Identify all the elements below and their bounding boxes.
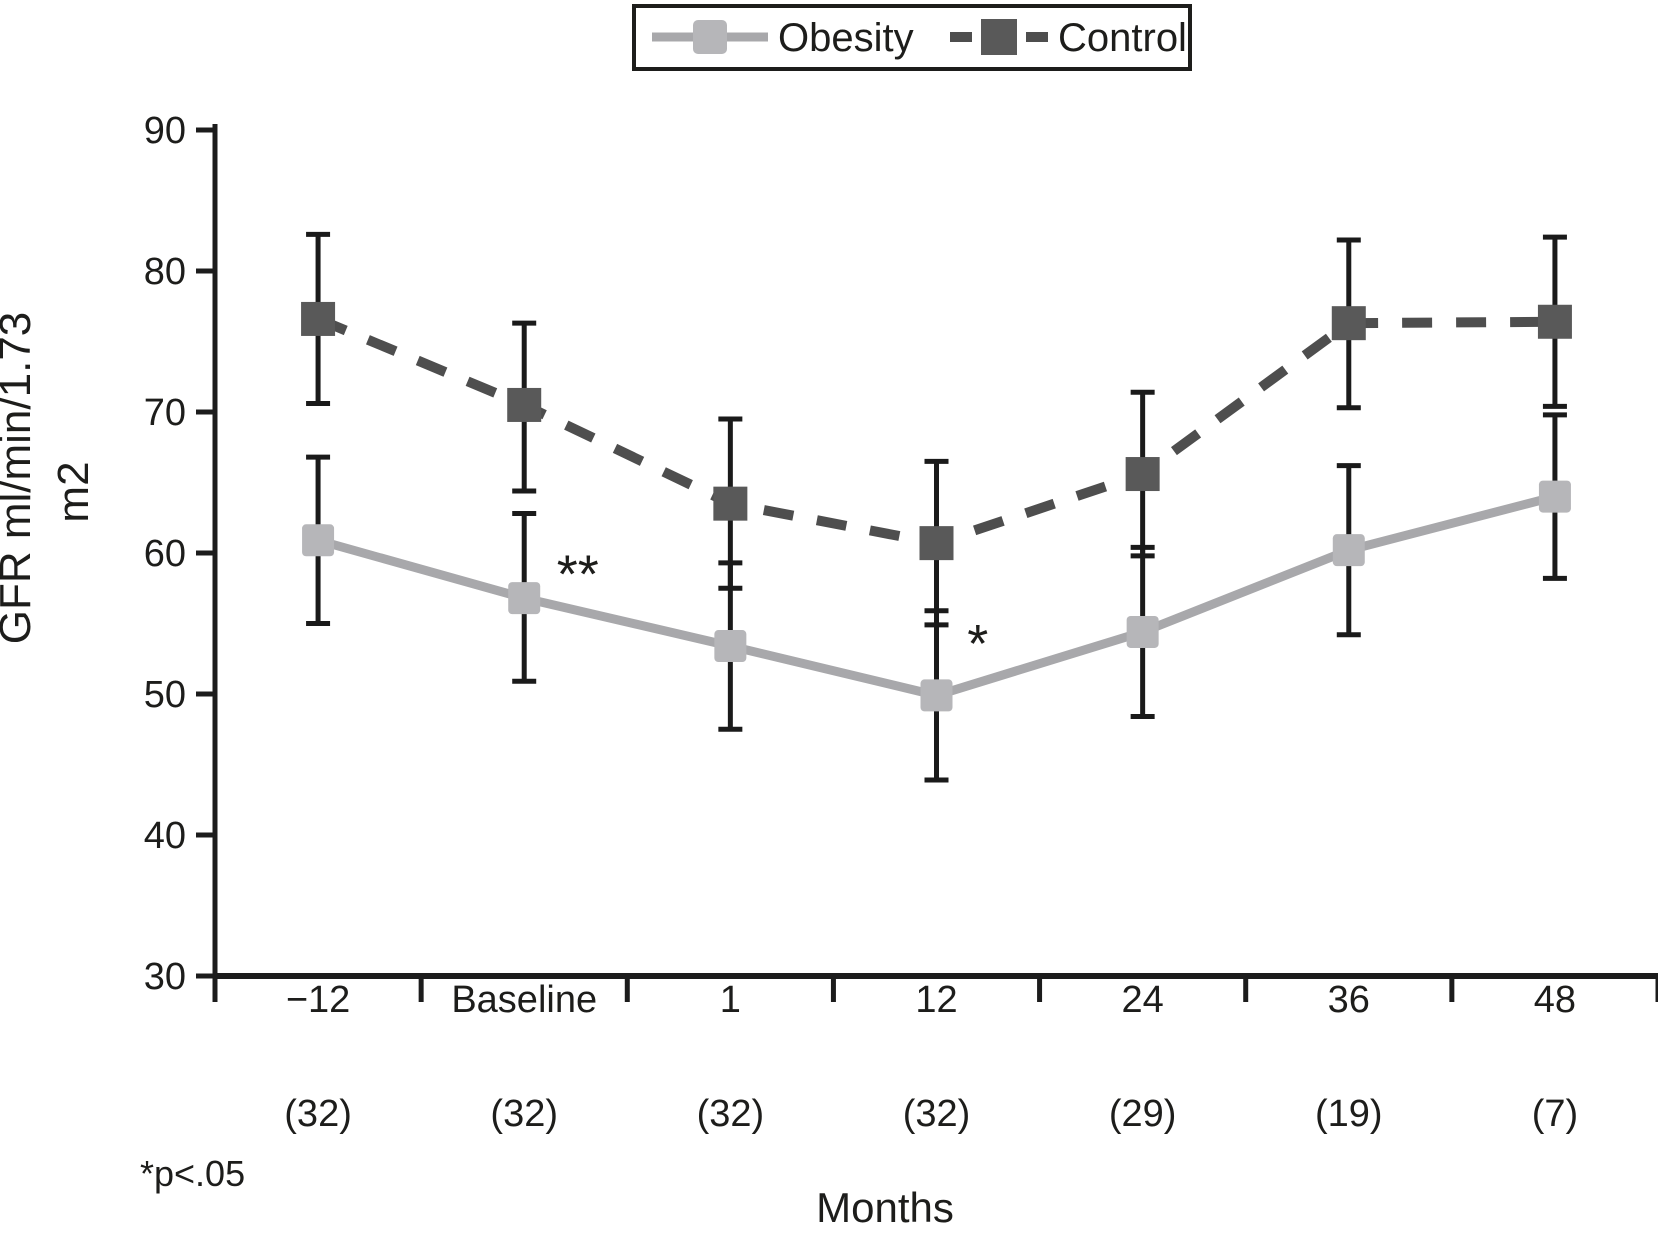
y-tick-label: 70 [144, 392, 186, 434]
x-category-label: −12 [286, 979, 350, 1021]
n-count-label: (32) [697, 1093, 765, 1135]
significance-annotation: ** [557, 545, 599, 605]
legend-item-control: Control [950, 16, 1187, 60]
x-category-label: 1 [720, 979, 741, 1021]
n-count-label: (19) [1315, 1093, 1383, 1135]
data-point-obesity-6 [1538, 480, 1571, 513]
plot-area: 30 40 50 60 70 80 90 −12 (32) Baseline (32) 1 (32) 12… [144, 110, 1658, 1135]
x-category-label: 48 [1534, 979, 1576, 1021]
data-point-obesity-4 [1126, 615, 1159, 648]
significance-annotation: * [967, 614, 988, 674]
x-category-label: 36 [1328, 979, 1370, 1021]
data-point-control-1 [507, 387, 542, 422]
n-count-label: (29) [1109, 1093, 1177, 1135]
y-tick-label: 30 [144, 956, 186, 998]
legend: Obesity Control [632, 4, 1192, 71]
significance-footnote: *p<.05 [140, 1153, 245, 1194]
data-point-obesity-0 [302, 524, 335, 557]
control-marker-swatch [981, 19, 1017, 55]
data-point-control-6 [1537, 304, 1572, 339]
y-axis-title-line2: m2 [49, 461, 98, 522]
y-tick-label: 90 [144, 110, 186, 152]
n-count-label: (32) [903, 1093, 971, 1135]
legend-label-control: Control [1058, 16, 1187, 60]
data-point-control-3 [919, 526, 954, 561]
y-tick-label: 40 [144, 815, 186, 857]
x-category-label: 12 [915, 979, 957, 1021]
n-count-label: (7) [1532, 1093, 1578, 1135]
data-point-control-2 [713, 486, 748, 521]
n-count-label: (32) [284, 1093, 352, 1135]
obesity-marker-swatch [693, 20, 727, 54]
y-axis-title-line1: GFR ml/min/1.73 [0, 312, 40, 645]
data-point-obesity-1 [508, 582, 541, 615]
y-tick-label: 50 [144, 674, 186, 716]
data-point-control-0 [301, 301, 336, 336]
x-category-label: Baseline [451, 979, 597, 1021]
data-point-obesity-5 [1332, 534, 1365, 567]
x-axis-title: Months [816, 1184, 954, 1231]
x-category-label: 24 [1122, 979, 1164, 1021]
data-point-control-4 [1125, 457, 1160, 492]
data-point-obesity-3 [920, 679, 953, 712]
legend-label-obesity: Obesity [778, 16, 914, 60]
data-point-control-5 [1331, 306, 1366, 341]
n-count-label: (32) [490, 1093, 558, 1135]
data-point-obesity-2 [714, 630, 747, 663]
y-tick-label: 80 [144, 251, 186, 293]
y-tick-label: 60 [144, 533, 186, 575]
legend-item-obesity: Obesity [652, 16, 914, 60]
